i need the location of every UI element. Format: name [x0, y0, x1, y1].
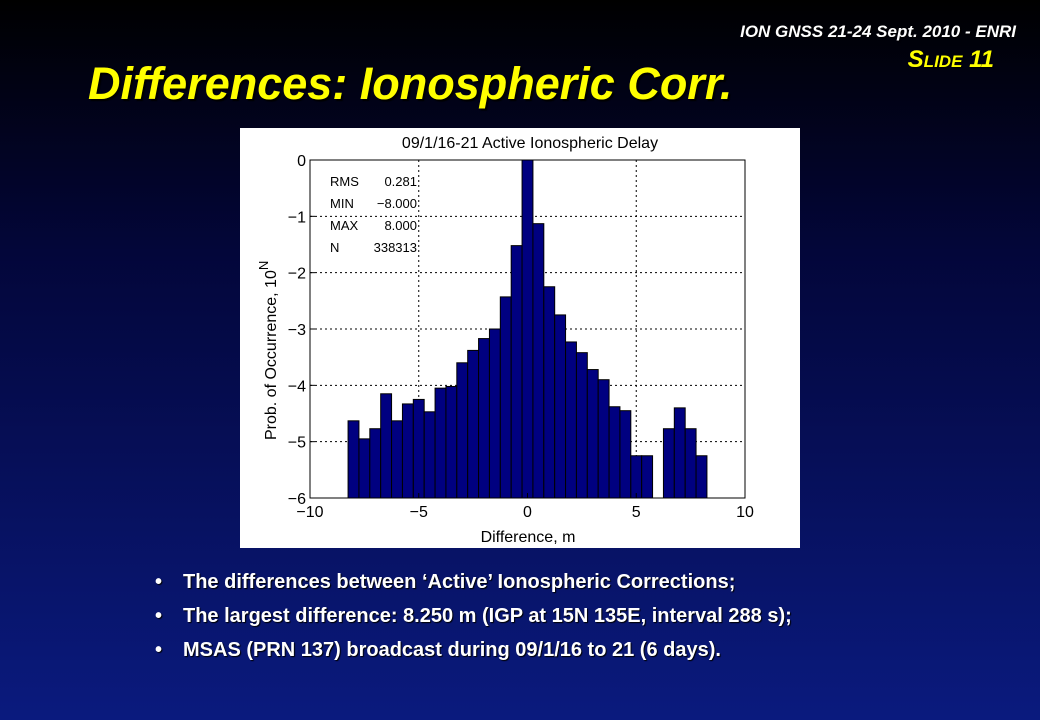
y-tick-label: −4: [288, 378, 306, 395]
bullet-text: The differences between ‘Active’ Ionosph…: [183, 571, 736, 593]
histogram-bar: [630, 455, 643, 499]
x-tick-label: 5: [632, 504, 641, 521]
histogram-bar: [369, 428, 382, 499]
bars: [347, 159, 708, 499]
histogram-bar: [532, 223, 545, 499]
stat-label: RMS: [330, 174, 359, 189]
tick-labels: −10 −5 0 5 10 0 −1 −2 −3 −4 −5 −6: [288, 153, 754, 521]
bullet-marker: •: [155, 639, 163, 661]
stat-value: 0.281: [384, 174, 417, 189]
bullet-text: The largest difference: 8.250 m (IGP at …: [183, 605, 792, 627]
y-axis-label-exponent: N: [256, 261, 271, 270]
y-tick-label: −3: [288, 322, 306, 339]
y-axis-label: Prob. of Occurrence, 10N: [256, 261, 280, 440]
bullet-marker: •: [155, 605, 163, 627]
bullet-text: MSAS (PRN 137) broadcast during 09/1/16 …: [183, 639, 721, 661]
y-tick-label: −5: [288, 435, 306, 452]
histogram-bar: [358, 438, 371, 499]
x-tick-label: 10: [736, 504, 754, 521]
bullet-item: • The largest difference: 8.250 m (IGP at…: [155, 599, 792, 633]
histogram-bar: [391, 420, 403, 499]
bullet-marker: •: [155, 571, 163, 593]
bullet-item: • MSAS (PRN 137) broadcast during 09/1/16…: [155, 633, 792, 667]
histogram-bar: [456, 362, 469, 499]
y-axis-label-group: Prob. of Occurrence, 10N: [256, 261, 280, 440]
stat-value: 338313: [374, 240, 417, 255]
histogram-bar: [423, 411, 436, 499]
histogram-bar: [380, 393, 393, 499]
stat-label: MAX: [330, 218, 359, 233]
histogram-bar: [434, 387, 447, 499]
histogram-bar: [347, 420, 360, 499]
y-tick-label: −2: [288, 266, 306, 283]
histogram-chart: 09/1/16-21 Active Ionospheric Delay −10−…: [256, 135, 754, 546]
histogram-bar: [565, 341, 577, 499]
x-tick-label: −10: [296, 504, 323, 521]
chart-panel: 09/1/16-21 Active Ionospheric Delay −10−…: [240, 128, 800, 548]
bullet-item: • The differences between ‘Active’ Ionosp…: [155, 565, 792, 599]
histogram-bar: [445, 385, 458, 499]
conference-label: ION GNSS 21-24 Sept. 2010 - ENRI: [740, 22, 1016, 41]
histogram-bar: [412, 398, 425, 499]
histogram-bar: [684, 428, 697, 499]
x-tick-label: 0: [523, 504, 532, 521]
stat-label: N: [330, 240, 339, 255]
histogram-bar: [488, 328, 501, 499]
histogram-bar: [499, 296, 512, 499]
histogram-bar: [467, 349, 480, 499]
slide-number: Slide 11: [907, 46, 994, 73]
histogram-bar: [608, 406, 621, 499]
histogram-bar: [575, 352, 588, 499]
histogram-bar: [586, 369, 599, 499]
histogram-bar: [478, 338, 490, 499]
histogram-bar: [510, 245, 523, 499]
histogram-bar: [662, 428, 675, 499]
stats-box: RMS 0.281 MIN −8.000 MAX 8.000 N 338313: [330, 174, 417, 255]
slide-title: Differences: Ionospheric Corr.: [88, 58, 733, 109]
bullet-list: • The differences between ‘Active’ Ionosp…: [155, 565, 792, 667]
x-tick-label: −5: [410, 504, 428, 521]
y-tick-label: −6: [288, 491, 306, 508]
histogram-bar: [673, 407, 686, 499]
x-axis-label: Difference, m: [481, 529, 576, 546]
stat-label: MIN: [330, 196, 354, 211]
histogram-bar: [597, 379, 610, 499]
chart-title: 09/1/16-21 Active Ionospheric Delay: [402, 135, 658, 152]
histogram-bar: [521, 159, 534, 499]
y-axis-label-base: Prob. of Occurrence, 10: [263, 270, 280, 440]
histogram-bar: [619, 410, 632, 499]
y-tick-label: 0: [297, 153, 306, 170]
y-tick-label: −1: [288, 209, 306, 226]
histogram-bar: [543, 286, 556, 499]
histogram-bar: [401, 403, 414, 499]
histogram-bar: [554, 314, 567, 499]
stat-value: −8.000: [377, 196, 417, 211]
histogram-bar: [641, 455, 654, 499]
histogram-bar: [695, 455, 708, 499]
stat-value: 8.000: [384, 218, 417, 233]
